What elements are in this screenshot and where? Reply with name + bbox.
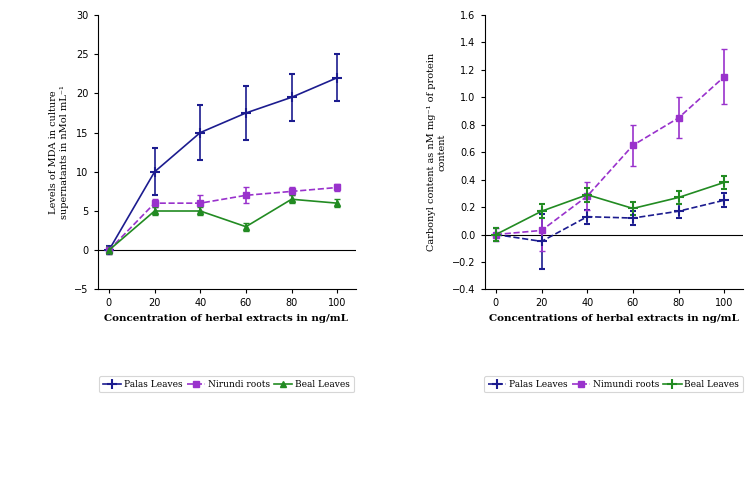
X-axis label: Concentration of herbal extracts in ng/mL: Concentration of herbal extracts in ng/m… — [104, 314, 349, 323]
Y-axis label: Levels of MDA in culture
supernatants in nMol mL⁻¹: Levels of MDA in culture supernatants in… — [50, 85, 68, 219]
X-axis label: Concentrations of herbal extracts in ng/mL: Concentrations of herbal extracts in ng/… — [488, 314, 739, 323]
Y-axis label: Carbonyl content as nM mg⁻¹ of protein
content: Carbonyl content as nM mg⁻¹ of protein c… — [427, 53, 446, 251]
Legend: Palas Leaves, Nirundi roots, Beal Leaves: Palas Leaves, Nirundi roots, Beal Leaves — [100, 376, 353, 393]
Legend: Palas Leaves, Nimundi roots, Beal Leaves: Palas Leaves, Nimundi roots, Beal Leaves — [484, 376, 742, 393]
